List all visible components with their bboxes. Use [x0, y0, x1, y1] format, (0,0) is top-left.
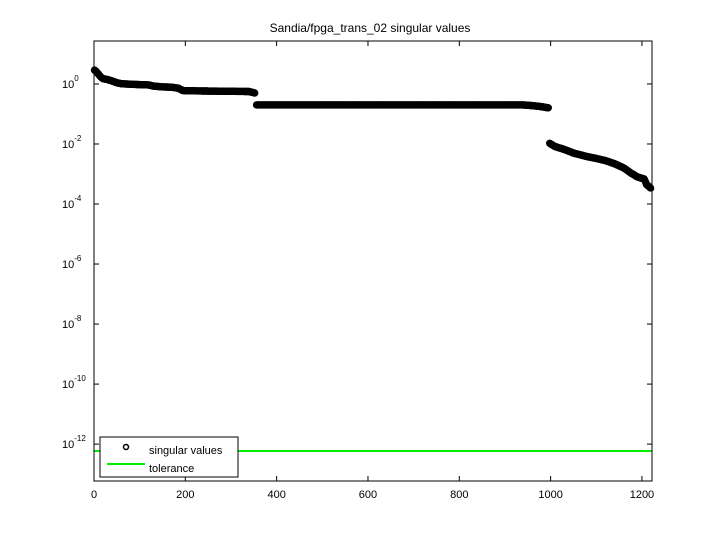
- x-tick-label: 400: [267, 489, 285, 501]
- legend-label-tolerance: tolerance: [149, 463, 194, 475]
- singular-values-markers: [90, 66, 655, 192]
- x-tick-label: 200: [176, 489, 194, 501]
- x-tick-label: 1200: [630, 489, 654, 501]
- legend-box: [99, 436, 239, 478]
- axes: 0 200 400 600 800 1000 1200 100 10-2 10-4 10-6 10-8…: [62, 40, 654, 501]
- x-tick-label: 0: [91, 489, 97, 501]
- axes-box: [93, 40, 653, 482]
- x-tick-label: 600: [359, 489, 377, 501]
- y-tick-label: 10-4: [62, 194, 82, 211]
- data-layer: [90, 66, 655, 452]
- legend: singular values tolerance: [99, 436, 239, 478]
- chart-title: Sandia/fpga_trans_02 singular values: [269, 21, 471, 35]
- x-tick-label: 1000: [538, 489, 562, 501]
- y-tick-label: 100: [62, 74, 79, 91]
- y-tick-label: 10-6: [62, 254, 82, 271]
- x-tick-label: 800: [450, 489, 468, 501]
- legend-marker-icon: [122, 443, 130, 451]
- y-tick-label: 10-8: [62, 314, 82, 331]
- y-tick-label: 10-12: [62, 434, 86, 451]
- y-tick-label: 10-2: [62, 134, 82, 151]
- y-tick-label: 10-10: [62, 374, 86, 391]
- legend-label-singular-values: singular values: [149, 445, 223, 457]
